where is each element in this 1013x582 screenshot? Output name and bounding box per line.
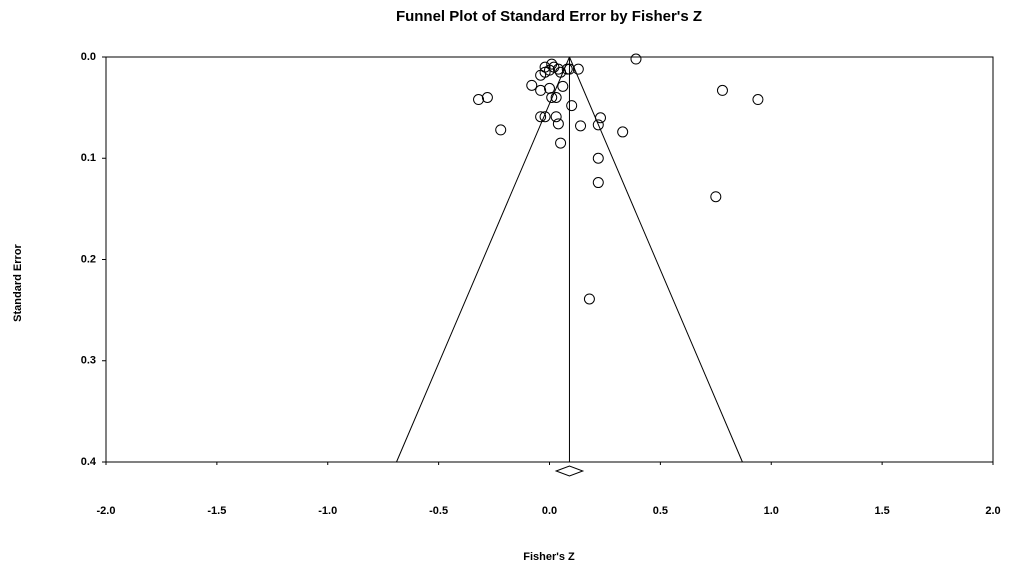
study-point [595, 112, 607, 124]
study-point [583, 293, 595, 305]
study-point [575, 120, 587, 132]
study-point [481, 92, 493, 103]
x-axis-label: Fisher's Z [523, 551, 575, 563]
x-tick-label: -0.5 [429, 505, 448, 517]
x-tick-label: 0.0 [542, 505, 557, 517]
summary-diamond [554, 465, 585, 477]
study-point [535, 111, 547, 123]
study-point [473, 94, 485, 106]
study-point [550, 92, 562, 103]
chart-title: Funnel Plot of Standard Error by Fisher'… [396, 8, 702, 25]
y-tick-label: 0.0 [81, 51, 96, 63]
x-tick-label: 0.5 [653, 505, 668, 517]
study-point [566, 100, 578, 112]
study-point [546, 58, 558, 70]
x-tick-label: -2.0 [97, 505, 116, 517]
study-point [617, 126, 629, 138]
study-point [555, 137, 567, 149]
study-point [557, 80, 569, 92]
funnel-left [396, 56, 570, 463]
study-point [535, 84, 547, 96]
study-point [552, 118, 564, 130]
study-point [539, 111, 551, 123]
study-point [592, 177, 604, 189]
study-point [572, 63, 584, 75]
y-axis-label: Standard Error [12, 243, 24, 321]
x-tick-label: 1.5 [874, 505, 889, 517]
study-point [716, 84, 728, 96]
y-tick-label: 0.2 [81, 253, 96, 265]
study-point [592, 152, 604, 164]
study-point [592, 119, 604, 131]
study-point [563, 63, 575, 75]
study-point [710, 191, 722, 203]
study-point [630, 53, 642, 65]
x-tick-label: 1.0 [764, 505, 779, 517]
y-tick-label: 0.4 [81, 456, 97, 468]
study-point [550, 111, 562, 123]
y-tick-label: 0.3 [81, 355, 96, 367]
x-tick-label: -1.0 [318, 505, 337, 517]
x-tick-label: -1.5 [207, 505, 226, 517]
study-point [539, 61, 551, 73]
y-tick-label: 0.1 [81, 152, 96, 164]
study-point [752, 94, 764, 106]
study-point [544, 82, 555, 94]
x-tick-label: 2.0 [985, 505, 1000, 517]
study-point [526, 79, 538, 91]
funnel-right [568, 56, 743, 463]
study-point [495, 124, 507, 136]
